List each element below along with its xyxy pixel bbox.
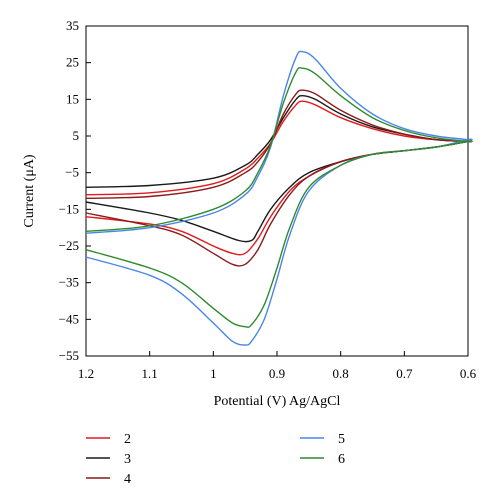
x-axis-title: Potential (V) Ag/AgCl bbox=[214, 394, 341, 409]
x-tick-label: 0.8 bbox=[333, 366, 349, 381]
y-tick-label: 25 bbox=[66, 55, 79, 70]
legend-label-6: 6 bbox=[338, 452, 345, 467]
series-layer bbox=[85, 50, 473, 346]
legend-label-4: 4 bbox=[124, 472, 131, 487]
y-tick-label: 35 bbox=[66, 18, 79, 33]
legend: 2 3 4 5 6 bbox=[86, 432, 345, 487]
legend-label-5: 5 bbox=[338, 432, 345, 447]
x-tick-label: 0.6 bbox=[460, 366, 477, 381]
y-tick-label: −45 bbox=[59, 311, 79, 326]
series-line-5 bbox=[85, 50, 473, 346]
y-axis-title: Current (μA) bbox=[22, 154, 37, 228]
y-axis-ticks: 35 25 15 5 −5 −15 −25 −35 −45 −55 bbox=[59, 18, 91, 363]
x-tick-label: 1.2 bbox=[78, 366, 94, 381]
x-tick-label: 0.7 bbox=[396, 366, 413, 381]
x-tick-label: 0.9 bbox=[269, 366, 285, 381]
y-tick-label: −55 bbox=[59, 348, 79, 363]
plot-frame bbox=[85, 25, 469, 357]
legend-label-3: 3 bbox=[124, 452, 131, 467]
y-tick-label: −25 bbox=[59, 238, 79, 253]
series-line-6 bbox=[85, 66, 473, 328]
x-tick-label: 1.1 bbox=[142, 366, 158, 381]
y-tick-label: 5 bbox=[73, 128, 80, 143]
x-axis-ticks: 1.2 1.1 1 0.9 0.8 0.7 0.6 bbox=[78, 351, 477, 381]
y-tick-label: −35 bbox=[59, 275, 79, 290]
y-tick-label: −5 bbox=[65, 165, 79, 180]
legend-label-2: 2 bbox=[124, 432, 131, 447]
x-tick-label: 1 bbox=[210, 366, 217, 381]
y-tick-label: −15 bbox=[59, 201, 79, 216]
y-tick-label: 15 bbox=[66, 91, 79, 106]
